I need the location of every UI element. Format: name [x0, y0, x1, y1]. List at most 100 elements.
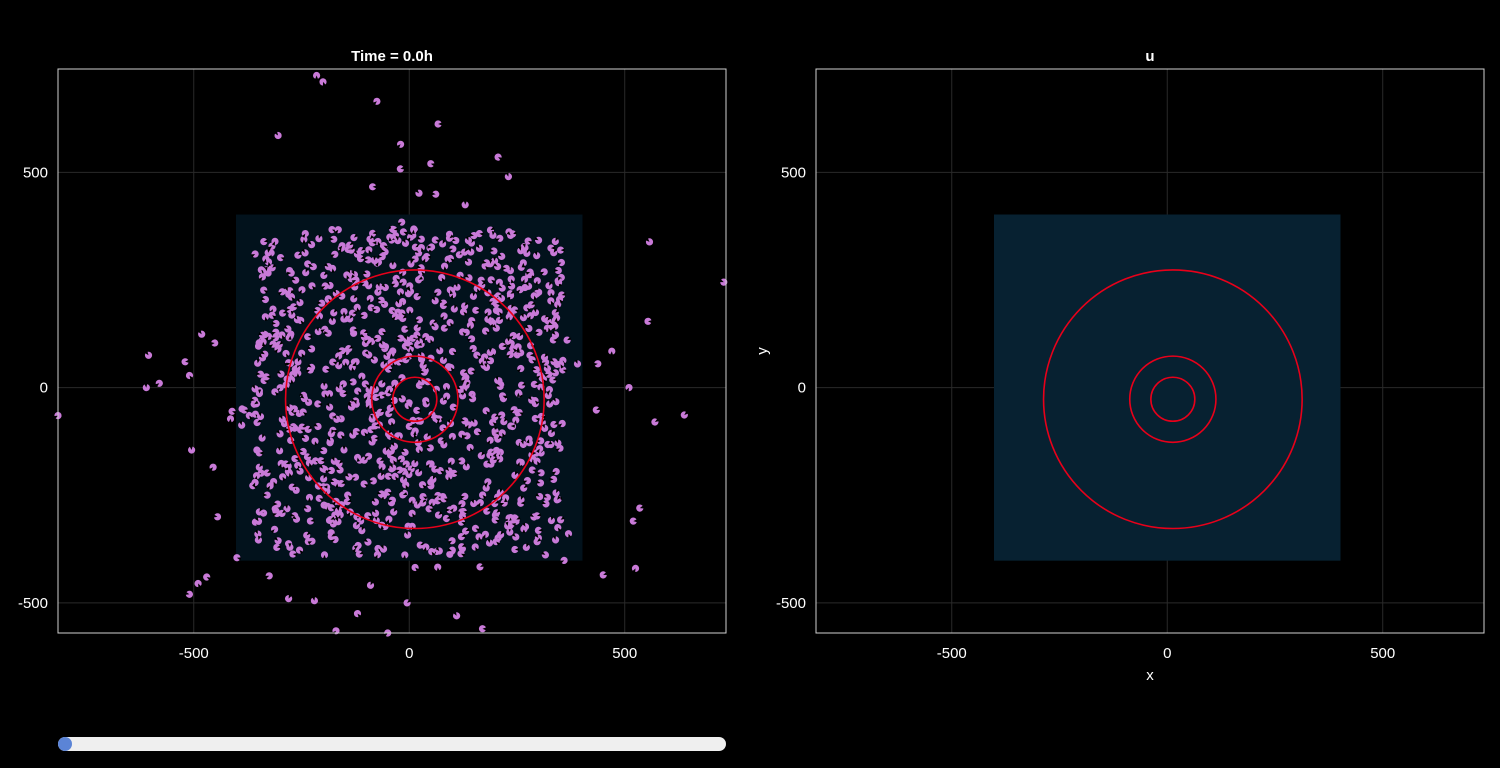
- cell-marker: [552, 397, 560, 406]
- cell-marker: [547, 516, 556, 525]
- cell-marker: [256, 370, 265, 378]
- x-tick-label: 0: [405, 645, 413, 662]
- cell-marker: [431, 236, 440, 244]
- cell-marker: [535, 493, 544, 501]
- cell-marker: [338, 242, 346, 250]
- cell-marker: [272, 509, 281, 518]
- cell-marker: [348, 378, 357, 386]
- cell-marker: [487, 276, 496, 284]
- cell-marker: [467, 367, 476, 375]
- cell-marker: [517, 381, 526, 389]
- slider-handle[interactable]: [58, 737, 72, 751]
- cell-marker: [413, 331, 421, 339]
- cell-marker: [271, 334, 280, 342]
- cell-marker: [539, 268, 548, 276]
- cell-marker: [260, 286, 268, 294]
- cell-marker: [423, 432, 431, 441]
- cell-marker: [489, 418, 497, 427]
- cell-marker: [344, 491, 352, 499]
- cell-marker: [461, 247, 469, 256]
- cell-marker: [479, 491, 487, 500]
- cell-marker: [284, 286, 292, 295]
- cell-marker: [459, 328, 467, 336]
- cell-marker: [495, 382, 504, 390]
- cell-marker: [364, 452, 373, 460]
- cell-marker: [427, 243, 436, 251]
- cell-marker: [482, 327, 490, 335]
- cell-marker: [371, 422, 380, 430]
- cell-marker: [376, 457, 385, 465]
- cell-marker: [287, 293, 296, 302]
- cell-marker: [273, 543, 282, 552]
- cell-marker: [493, 493, 502, 501]
- cell-marker: [321, 390, 329, 399]
- cell-marker: [259, 338, 267, 347]
- cell-marker: [255, 507, 263, 516]
- cell-marker: [544, 370, 553, 378]
- cell-marker: [370, 356, 378, 364]
- cell-marker: [286, 332, 294, 340]
- cell-marker: [334, 517, 342, 526]
- cell-marker: [374, 258, 382, 267]
- cell-marker: [439, 355, 447, 364]
- cell-marker: [415, 276, 423, 284]
- cell-marker: [525, 268, 534, 276]
- y-tick-labels: -500 0 500: [776, 164, 806, 612]
- cell-marker: [477, 451, 485, 460]
- time-slider[interactable]: [58, 737, 726, 751]
- cell-marker: [391, 312, 400, 321]
- slider-track[interactable]: [58, 737, 726, 751]
- cell-marker: [379, 242, 388, 250]
- cell-marker: [453, 611, 461, 620]
- cell-marker: [277, 288, 286, 296]
- cell-marker: [320, 382, 328, 390]
- cell-marker: [359, 311, 368, 319]
- cell-marker: [427, 160, 436, 168]
- cell-marker: [335, 466, 344, 474]
- cell-marker: [448, 347, 457, 356]
- cell-marker: [268, 263, 277, 272]
- cell-marker: [476, 563, 485, 571]
- cell-marker: [554, 523, 562, 532]
- cell-marker: [476, 499, 484, 507]
- cell-marker: [418, 377, 426, 386]
- cell-marker: [317, 457, 326, 465]
- cell-marker: [313, 71, 321, 80]
- cell-marker: [413, 500, 421, 509]
- cell-marker: [285, 469, 293, 478]
- cell-marker: [274, 131, 282, 140]
- cell-marker: [319, 447, 328, 455]
- cell-marker: [188, 445, 196, 454]
- cell-marker: [556, 516, 565, 524]
- cell-marker: [260, 238, 269, 246]
- cell-marker: [317, 299, 326, 307]
- cell-marker: [334, 226, 342, 234]
- cell-marker: [551, 369, 560, 377]
- cell-marker: [460, 375, 469, 384]
- cell-marker: [421, 254, 429, 263]
- cell-marker: [470, 499, 478, 508]
- cell-marker: [482, 363, 491, 371]
- cell-marker: [245, 411, 253, 420]
- cell-marker: [301, 230, 309, 238]
- cell-marker: [471, 543, 479, 552]
- contour-lines: [284, 269, 545, 530]
- cell-marker: [366, 294, 374, 303]
- cell-marker: [372, 509, 380, 517]
- cell-marker: [395, 466, 404, 474]
- cell-marker: [516, 458, 524, 467]
- cell-marker: [497, 530, 505, 539]
- cell-marker: [495, 308, 503, 317]
- cell-marker: [295, 546, 304, 555]
- cell-marker: [327, 429, 335, 438]
- cell-marker: [276, 384, 284, 392]
- cell-marker: [322, 365, 331, 373]
- cell-marker: [489, 456, 498, 464]
- cell-marker: [446, 318, 454, 327]
- cell-marker: [278, 415, 286, 423]
- cell-marker: [511, 533, 520, 541]
- cell-marker: [320, 551, 329, 559]
- cell-marker: [482, 483, 490, 492]
- cell-marker: [271, 388, 279, 396]
- cell-marker: [404, 530, 412, 539]
